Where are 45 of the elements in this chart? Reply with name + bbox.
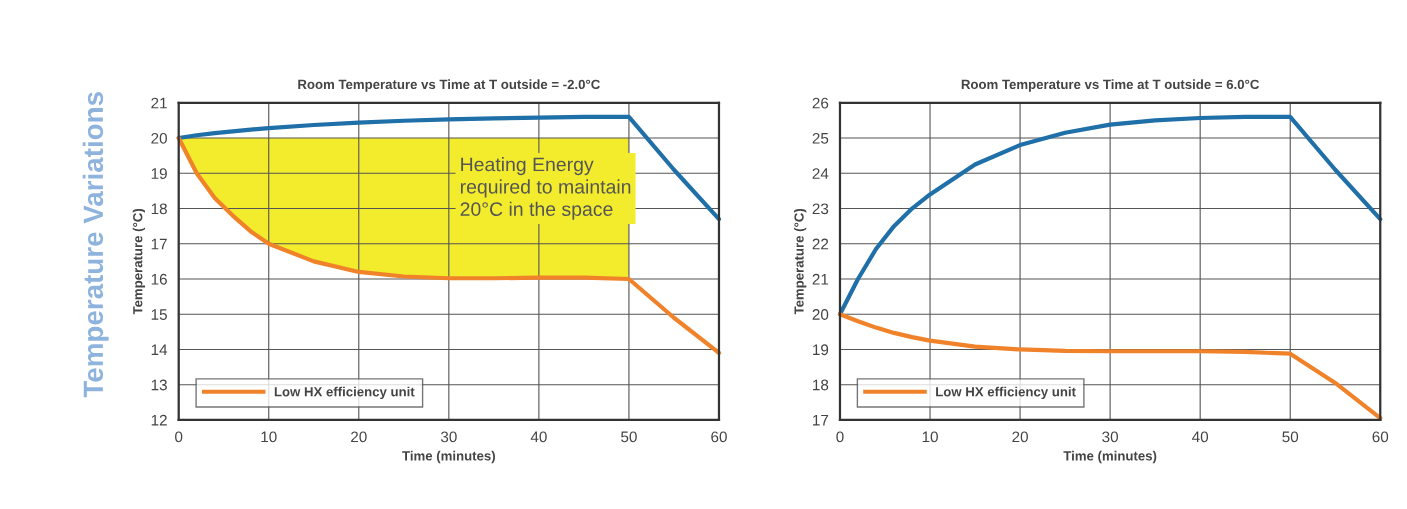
x-tick-label: 10 [922,431,938,443]
x-axis-title: Time (minutes) [1063,450,1157,464]
x-tick-label: 30 [440,431,457,443]
chart-title: Room Temperature vs Time at T outside = -2.0°C [298,79,600,92]
line-series [176,135,722,356]
text: Temperature Variations [82,92,109,398]
y-tick-label: 17 [151,238,167,250]
y-tick-label: 21 [812,273,829,285]
x-tick-label: 60 [711,431,727,443]
y-tick-label: 12 [151,414,167,426]
y-tick-label: 19 [151,168,167,179]
y-tick-label: 13 [151,379,167,391]
x-tick-label: 50 [621,431,637,443]
y-axis-title: Temperature (°C) [132,208,146,315]
x-tick-label: 60 [1372,431,1389,443]
y-tick-label: 24 [812,168,829,179]
y-tick-label: 20 [151,132,167,144]
y-tick-label: 22 [812,238,829,250]
x-tick-label: 40 [530,431,547,443]
x-tick-label: 40 [1192,431,1209,443]
x-tick-label: 50 [1282,431,1299,443]
y-tick-label: 14 [151,344,168,355]
y-tick-label: 15 [151,309,167,320]
y-tick-label: 26 [812,97,829,109]
y-tick-label: 17 [813,414,829,426]
x-tick-label: 0 [175,431,183,443]
x-tick-label: 10 [261,431,277,443]
x-tick-label: 20 [1012,431,1028,443]
y-tick-label: 16 [151,273,167,285]
legend-label: Low HX efficiency unit [274,386,415,400]
y-tick-label: 19 [813,344,829,356]
x-tick-label: 0 [836,431,844,443]
y-tick-label: 20 [812,309,829,320]
y-tick-label: 18 [151,203,167,215]
annotation: Heating Energy required to maintain 20°C in the space [460,157,631,220]
chart-title: Room Temperature vs Time at T outside = 6.0°C [961,79,1259,92]
x-tick-label: 30 [1102,431,1119,443]
x-axis-title: Time (minutes) [402,450,495,464]
y-tick-label: 18 [813,379,829,391]
x-tick-label: 20 [351,431,367,443]
y-tick-label: 21 [151,97,167,109]
y-axis-title: Temperature (°C) [794,208,807,315]
y-tick-label: 23 [812,203,829,215]
y-tick-label: 25 [812,132,829,144]
legend-label: Low HX efficiency unit [936,386,1076,400]
